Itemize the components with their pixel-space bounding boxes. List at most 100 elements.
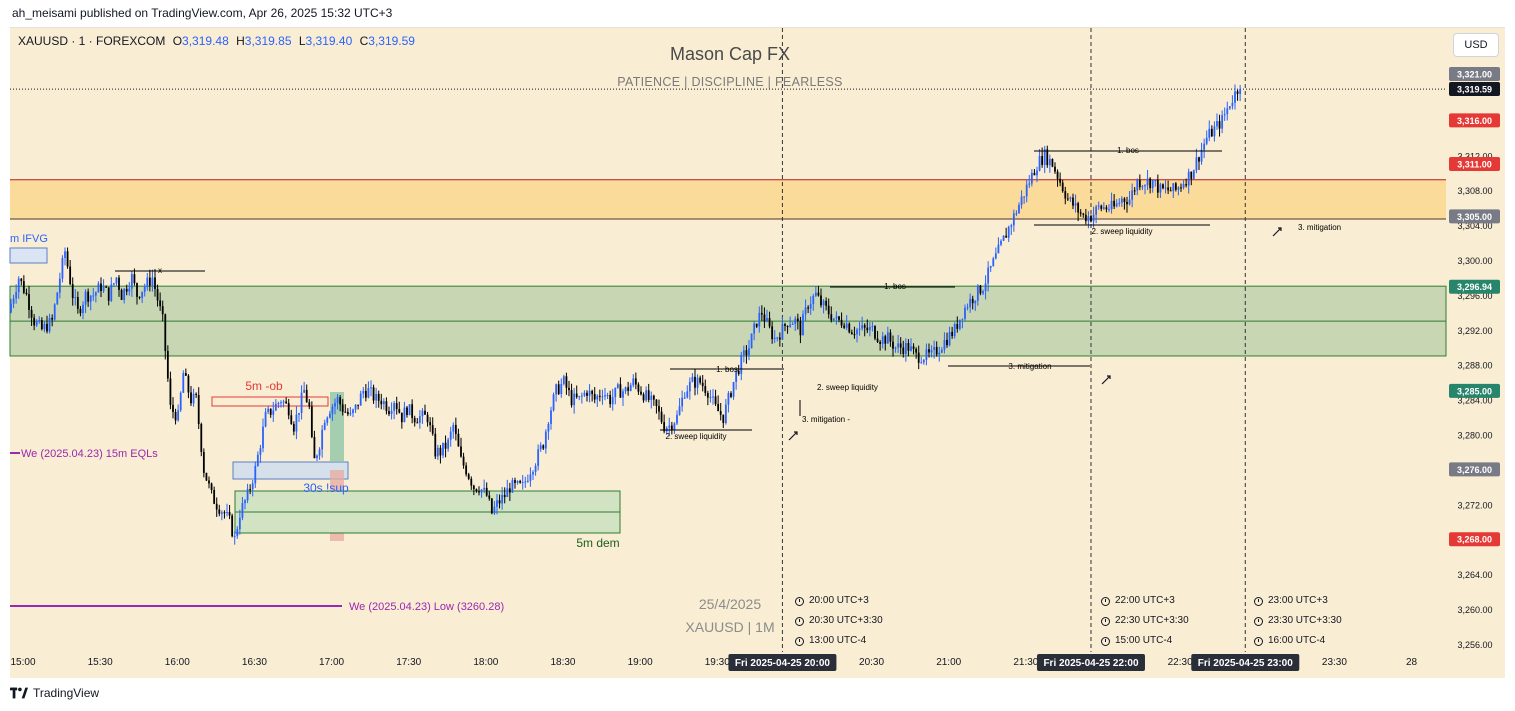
tradingview-footer[interactable]: TradingView xyxy=(10,686,99,700)
x-highlight-label: Fri 2025-04-25 22:00 xyxy=(1043,658,1139,669)
brand-title: Mason Cap FX xyxy=(669,44,791,64)
x-tick-label: 16:30 xyxy=(242,657,267,668)
candle-body xyxy=(215,503,218,510)
tradingview-logo-icon xyxy=(10,687,28,699)
candle-body xyxy=(822,300,825,306)
candle-body xyxy=(948,331,951,346)
candle-body xyxy=(1162,184,1164,189)
candle-body xyxy=(701,382,704,387)
candle-body xyxy=(1185,184,1188,186)
candle-body xyxy=(704,386,707,393)
candle-body xyxy=(696,377,699,388)
candle-body xyxy=(619,384,622,398)
candle-body xyxy=(352,409,354,414)
candle-body xyxy=(943,339,946,350)
candle-body xyxy=(264,411,267,427)
timezone-block-2000: 20:00 UTC+3 20:30 UTC+3:30 13:00 UTC-4 xyxy=(795,591,883,651)
support-box xyxy=(232,461,349,480)
candle-body xyxy=(655,399,658,406)
candle-body xyxy=(946,339,948,346)
candle-body xyxy=(444,442,447,449)
annotation-label: We (2025.04.23) Low (3260.28) xyxy=(349,601,504,613)
candle-body xyxy=(256,454,259,467)
candle-body xyxy=(840,319,843,326)
candle-body xyxy=(449,431,452,440)
candle-body xyxy=(550,410,552,424)
candle-body xyxy=(406,407,408,416)
candle-body xyxy=(889,332,892,342)
candle-body xyxy=(74,297,77,299)
candle-body xyxy=(285,401,288,404)
candle-body xyxy=(1048,158,1051,166)
candle-body xyxy=(1128,199,1131,205)
candle-body xyxy=(660,411,663,423)
candle-body xyxy=(367,388,370,398)
candle-body xyxy=(344,411,347,413)
candle-body xyxy=(609,394,612,405)
candle-body xyxy=(1198,157,1200,162)
tz-label: 20:00 UTC+3 xyxy=(809,595,869,606)
candle-body xyxy=(1092,214,1095,222)
candle-body xyxy=(20,278,23,282)
candle-body xyxy=(652,395,655,400)
candle-body xyxy=(303,389,306,393)
candle-body xyxy=(1180,187,1182,189)
candle-body xyxy=(508,488,511,493)
candle-body xyxy=(838,316,840,320)
candle-body xyxy=(688,381,691,392)
candle-body xyxy=(295,414,298,432)
candle-body xyxy=(400,412,403,423)
brand-subtitle: PATIENCE | DISCIPLINE | FEARLESS xyxy=(617,75,843,89)
candle-body xyxy=(1100,205,1103,209)
x-highlight-label: Fri 2025-04-25 23:00 xyxy=(1198,658,1294,669)
tz-label: 20:30 UTC+3:30 xyxy=(809,615,883,626)
watermark-date: 25/4/2025 xyxy=(698,596,762,612)
price-badge xyxy=(1449,113,1500,128)
candle-body xyxy=(1210,128,1213,137)
candle-body xyxy=(583,392,586,396)
candle-body xyxy=(501,494,504,504)
candle-body xyxy=(1007,226,1010,238)
candle-body xyxy=(601,396,604,398)
clock-icon xyxy=(1254,616,1263,626)
candle-body xyxy=(388,411,390,415)
candle-body xyxy=(753,323,756,334)
candle-body xyxy=(1005,235,1008,238)
candle-body xyxy=(861,325,864,329)
candle-body xyxy=(1164,187,1167,189)
candle-body xyxy=(200,424,203,452)
tz-label: 16:00 UTC-4 xyxy=(1268,635,1326,646)
candle-body xyxy=(398,409,401,413)
price-badge xyxy=(1449,157,1500,172)
candle-body xyxy=(717,404,720,412)
candle-body xyxy=(745,350,748,356)
candle-body xyxy=(94,292,97,296)
candle-body xyxy=(940,349,943,353)
candle-body xyxy=(123,288,126,300)
candle-body xyxy=(902,347,905,355)
candle-body xyxy=(624,387,627,392)
symbol-name: XAUUSD · 1 · FOREXCOM xyxy=(18,34,166,48)
candle-body xyxy=(1190,171,1193,179)
currency-button[interactable]: USD xyxy=(1453,33,1499,57)
candle-body xyxy=(928,349,930,353)
candle-body xyxy=(524,481,527,483)
x-tick-label: 15:00 xyxy=(10,657,35,668)
price-badge-label: 3,321.00 xyxy=(1457,70,1492,80)
annotation-label: 2. sweep liquidity xyxy=(817,383,878,392)
candle-body xyxy=(634,378,637,385)
candle-body xyxy=(768,318,771,327)
candle-body xyxy=(575,393,578,398)
candle-body xyxy=(799,321,802,336)
x-tick-label: 15:30 xyxy=(88,657,113,668)
candle-body xyxy=(910,346,912,351)
candle-body xyxy=(434,433,437,457)
candle-body xyxy=(830,314,833,321)
candle-body xyxy=(483,487,486,490)
candle-body xyxy=(184,373,187,376)
candle-body xyxy=(658,405,660,412)
candle-body xyxy=(735,370,738,383)
x-tick-label: 17:00 xyxy=(319,657,344,668)
candle-body xyxy=(1231,102,1234,107)
